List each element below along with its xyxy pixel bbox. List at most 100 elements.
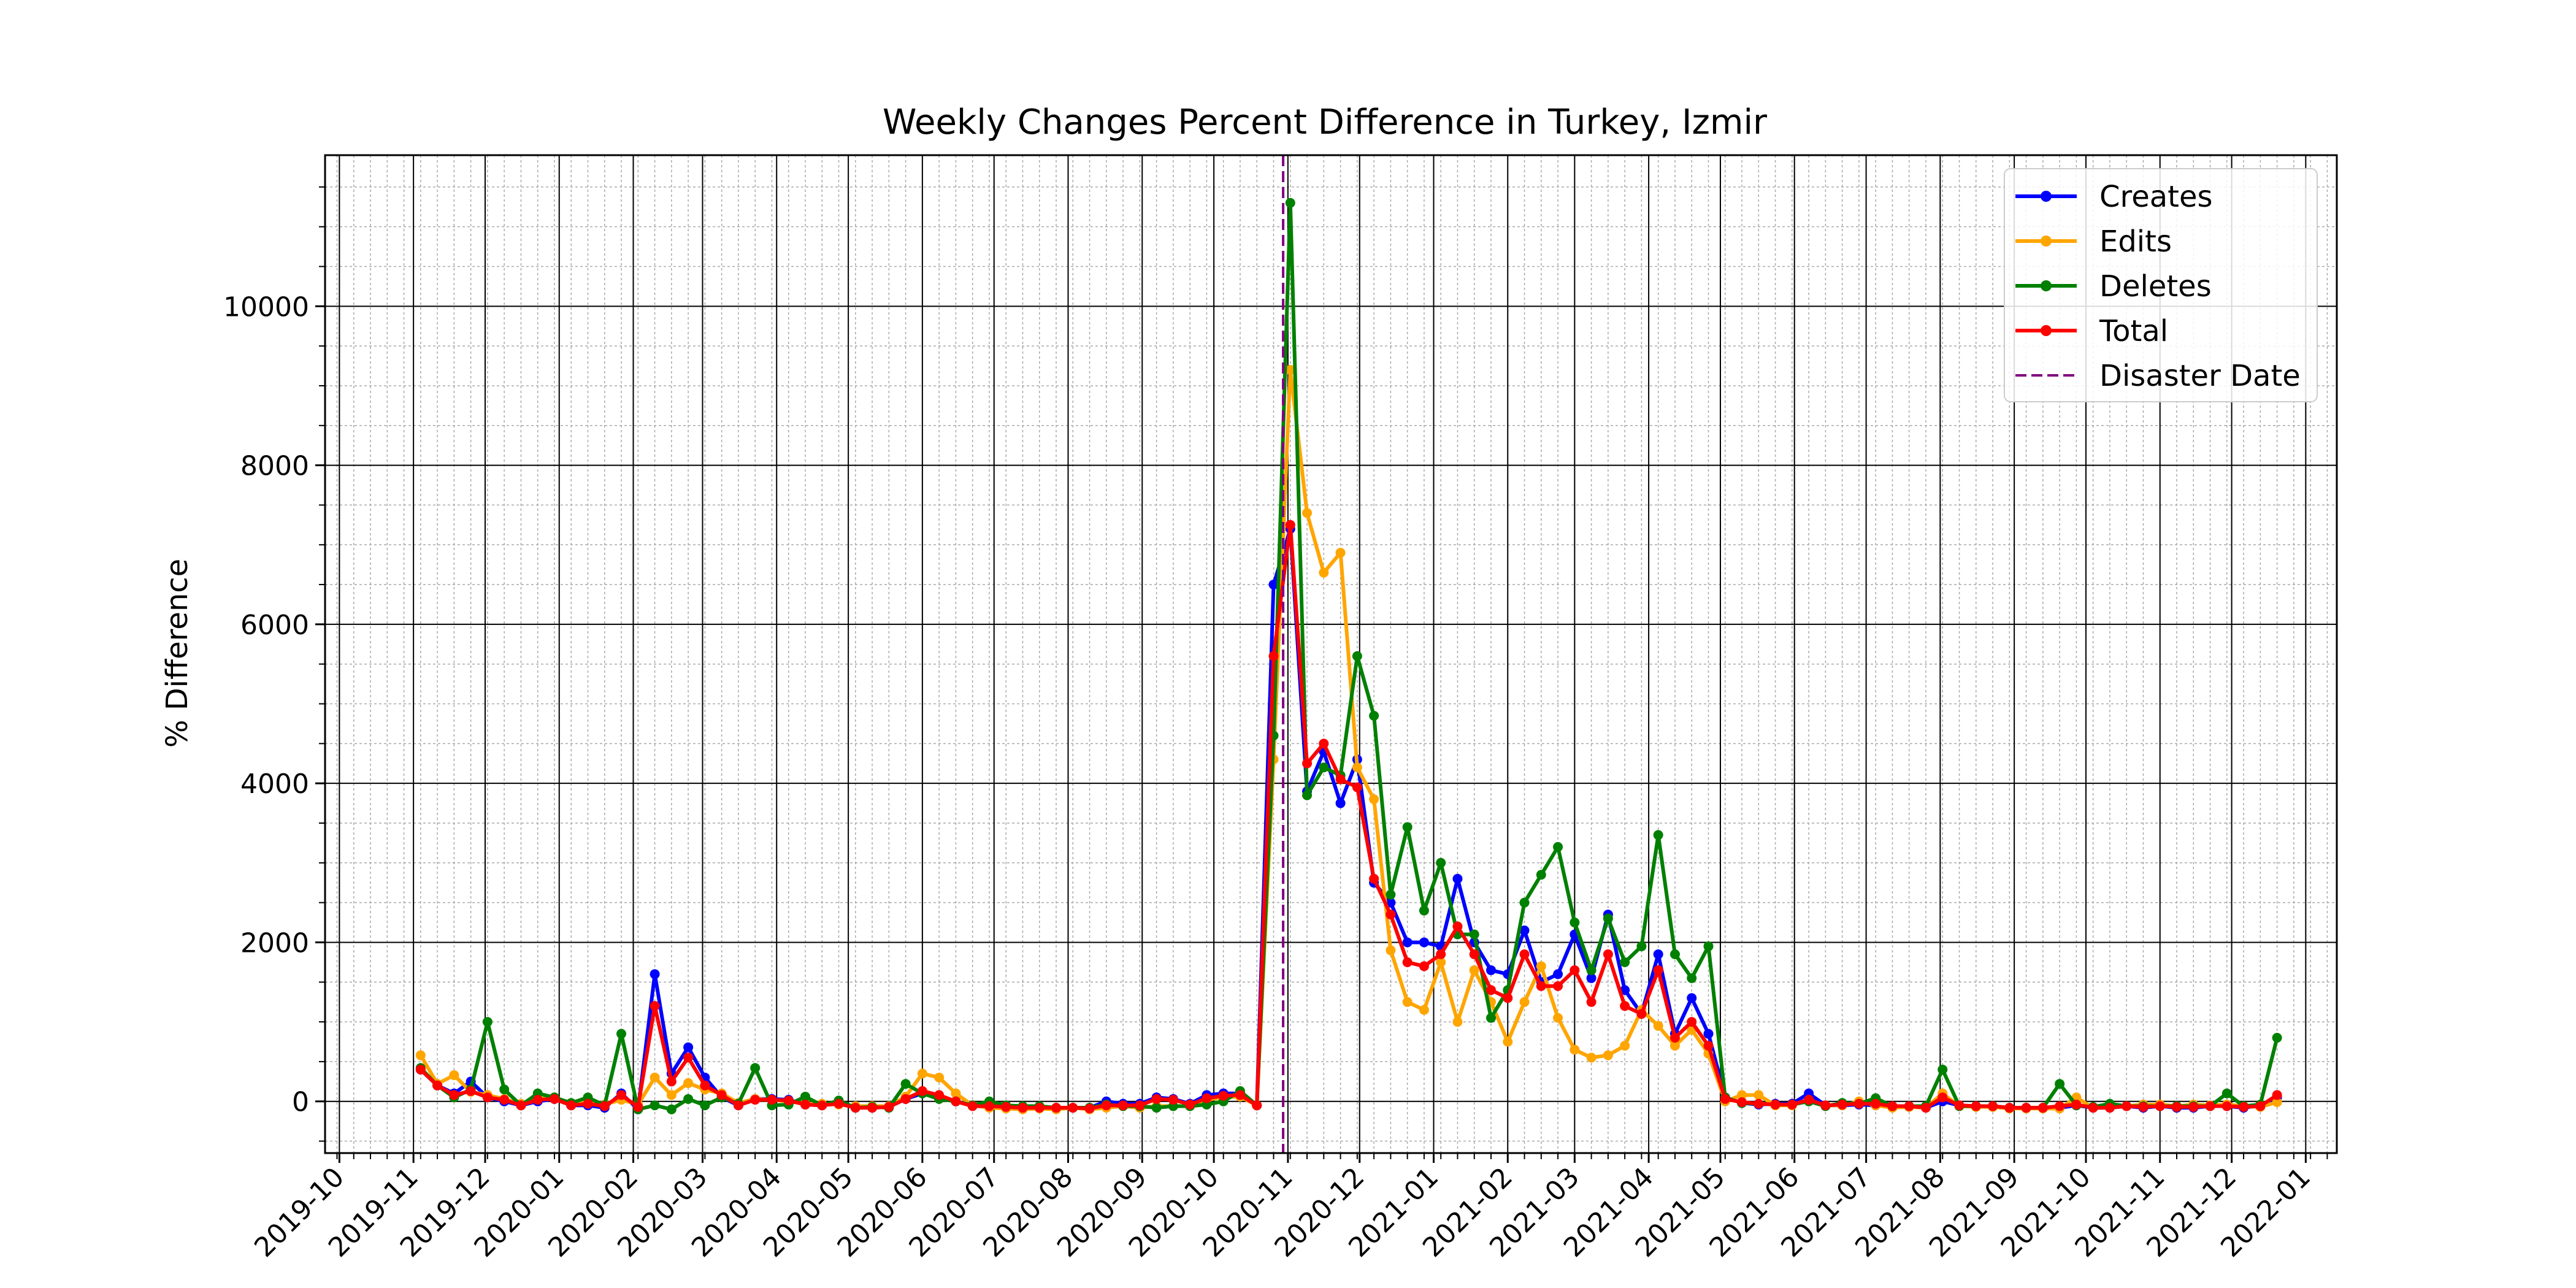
data-point-total [2104, 1103, 2115, 1113]
data-point-edits [1586, 1052, 1597, 1063]
data-point-deletes [1386, 889, 1396, 900]
data-point-edits [951, 1088, 961, 1098]
data-point-total [1185, 1099, 1195, 1110]
data-point-total [1603, 949, 1613, 959]
data-point-deletes [1570, 918, 1580, 928]
data-point-total [1135, 1100, 1145, 1111]
data-point-deletes [666, 1104, 677, 1114]
data-point-total [1737, 1097, 1747, 1108]
data-point-total [1485, 985, 1496, 995]
data-point-total [432, 1080, 443, 1091]
data-point-total [2138, 1102, 2149, 1112]
data-point-total [1469, 949, 1479, 959]
data-point-total [2239, 1102, 2249, 1112]
legend-label: Disaster Date [2099, 359, 2301, 393]
data-point-edits [917, 1068, 927, 1079]
data-point-total [1285, 519, 1295, 530]
data-point-total [1151, 1094, 1162, 1104]
data-point-creates [1553, 969, 1563, 979]
data-point-total [900, 1094, 911, 1104]
data-point-total [499, 1095, 510, 1105]
data-point-creates [1452, 873, 1463, 884]
data-point-deletes [1402, 822, 1413, 832]
data-point-deletes [1703, 941, 1714, 951]
data-point-deletes [616, 1029, 627, 1039]
data-point-total [516, 1100, 526, 1111]
data-point-total [1051, 1103, 1062, 1113]
data-point-deletes [1586, 965, 1597, 975]
data-point-total [2221, 1101, 2232, 1111]
data-point-total [1853, 1098, 1864, 1109]
data-point-total [1971, 1101, 1981, 1111]
data-point-deletes [1938, 1064, 1948, 1075]
data-point-total [1386, 910, 1396, 920]
data-point-total [1452, 921, 1463, 932]
data-point-total [1268, 651, 1279, 661]
data-point-edits [1369, 794, 1379, 805]
data-point-deletes [1469, 929, 1479, 940]
data-point-total [1988, 1101, 1998, 1111]
data-point-total [415, 1064, 426, 1075]
data-point-deletes [683, 1094, 694, 1104]
data-point-total [733, 1100, 743, 1111]
data-point-total [1720, 1094, 1730, 1104]
data-point-total [1503, 993, 1513, 1003]
y-tick-label: 4000 [240, 769, 309, 800]
data-point-total [917, 1086, 927, 1096]
data-point-total [1402, 957, 1413, 967]
data-point-edits [650, 1072, 660, 1083]
data-point-creates [1419, 937, 1429, 948]
data-point-deletes [482, 1017, 493, 1027]
data-point-total [1118, 1100, 1129, 1111]
data-point-total [1235, 1090, 1245, 1100]
data-point-total [683, 1052, 694, 1063]
data-point-edits [1319, 567, 1329, 578]
data-point-creates [1586, 973, 1597, 983]
data-point-edits [1754, 1090, 1764, 1100]
data-point-creates [1268, 580, 1279, 590]
data-point-total [1335, 774, 1346, 784]
legend-marker [2041, 236, 2052, 247]
data-point-total [549, 1094, 559, 1104]
data-point-total [2037, 1103, 2048, 1113]
data-point-edits [1469, 965, 1479, 975]
chart-title: Weekly Changes Percent Difference in Tur… [883, 102, 1768, 142]
data-point-total [967, 1101, 978, 1111]
data-point-deletes [1352, 651, 1362, 661]
data-point-total [1218, 1091, 1229, 1101]
data-point-total [1168, 1095, 1178, 1105]
data-point-edits [1436, 957, 1446, 967]
data-point-total [1653, 965, 1663, 975]
data-point-total [867, 1103, 878, 1113]
data-point-edits [1352, 762, 1362, 773]
data-point-total [767, 1095, 777, 1105]
data-point-total [1837, 1099, 1847, 1110]
data-point-edits [683, 1078, 694, 1088]
data-point-edits [1335, 548, 1346, 558]
data-point-total [850, 1103, 861, 1113]
data-point-total [2188, 1102, 2199, 1112]
data-point-edits [1402, 997, 1413, 1007]
data-point-total [1101, 1100, 1111, 1111]
data-point-total [1954, 1100, 1965, 1111]
data-point-total [2272, 1090, 2282, 1100]
data-point-total [1034, 1103, 1045, 1113]
data-point-deletes [1620, 957, 1630, 967]
legend: Creates Edits Deletes Total Disaster Date [2004, 168, 2318, 402]
data-point-edits [1603, 1050, 1613, 1060]
data-point-deletes [1536, 870, 1546, 880]
data-point-total [1202, 1093, 1212, 1103]
data-point-total [1352, 782, 1362, 792]
data-point-deletes [1687, 973, 1697, 983]
series-layer [415, 197, 2282, 1114]
data-point-total [1369, 873, 1379, 884]
legend-box [2004, 168, 2318, 402]
data-point-creates [1519, 926, 1530, 936]
data-point-total [482, 1092, 493, 1103]
data-point-total [633, 1102, 643, 1112]
data-point-total [1636, 1009, 1647, 1019]
data-point-edits [666, 1090, 677, 1100]
data-point-creates [1402, 937, 1413, 948]
data-point-total [2071, 1099, 2082, 1110]
data-point-deletes [1636, 941, 1647, 951]
